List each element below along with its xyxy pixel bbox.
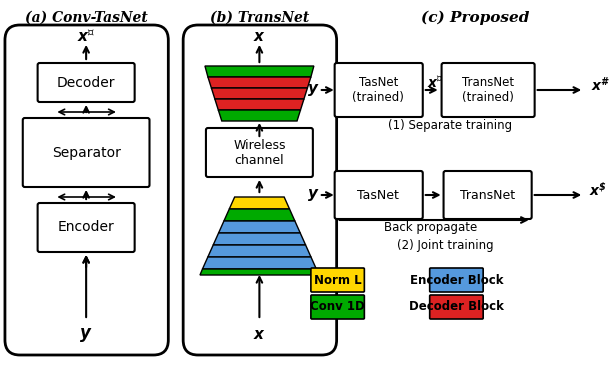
Text: (1) Separate training: (1) Separate training xyxy=(389,118,513,131)
FancyBboxPatch shape xyxy=(206,128,313,177)
Text: Decoder: Decoder xyxy=(57,76,115,90)
Text: Encoder Block: Encoder Block xyxy=(410,273,503,286)
Text: $\bfit{x}^{\#}$: $\bfit{x}^{\#}$ xyxy=(591,76,610,94)
Text: (c) Proposed: (c) Proposed xyxy=(421,11,529,25)
FancyBboxPatch shape xyxy=(37,203,134,252)
Text: (2) Joint training: (2) Joint training xyxy=(397,239,494,252)
Polygon shape xyxy=(208,245,311,257)
Polygon shape xyxy=(215,99,304,110)
Text: TransNet
(trained): TransNet (trained) xyxy=(462,76,514,104)
Text: TransNet: TransNet xyxy=(459,188,515,202)
Text: Separator: Separator xyxy=(52,146,120,160)
Text: TasNet: TasNet xyxy=(357,188,399,202)
Text: $\bfit{x}^{\prime}$: $\bfit{x}^{\prime}$ xyxy=(77,29,95,45)
Polygon shape xyxy=(213,233,306,245)
Polygon shape xyxy=(219,110,300,121)
FancyBboxPatch shape xyxy=(430,268,483,292)
Text: $\bfit{y}$: $\bfit{y}$ xyxy=(306,82,319,98)
FancyBboxPatch shape xyxy=(430,295,483,319)
FancyBboxPatch shape xyxy=(23,118,149,187)
Text: $\bfit{x}^{\prime}$: $\bfit{x}^{\prime}$ xyxy=(427,75,444,91)
Polygon shape xyxy=(229,197,290,209)
FancyBboxPatch shape xyxy=(443,171,532,219)
FancyBboxPatch shape xyxy=(335,63,423,117)
Text: Back propagate: Back propagate xyxy=(384,221,477,233)
FancyBboxPatch shape xyxy=(311,295,364,319)
Text: $\bfit{x}^{\$}$: $\bfit{x}^{\$}$ xyxy=(589,181,607,199)
FancyBboxPatch shape xyxy=(441,63,535,117)
Polygon shape xyxy=(205,66,314,77)
Text: $\bfit{y}$: $\bfit{y}$ xyxy=(79,326,93,344)
Text: $\bfit{x}$: $\bfit{x}$ xyxy=(253,328,266,342)
Text: Wireless
channel: Wireless channel xyxy=(233,139,286,167)
Text: Conv 1D: Conv 1D xyxy=(310,300,365,313)
Text: $\bfit{y}$: $\bfit{y}$ xyxy=(306,187,319,203)
FancyBboxPatch shape xyxy=(311,268,364,292)
Text: Decoder Block: Decoder Block xyxy=(409,300,504,313)
FancyBboxPatch shape xyxy=(5,25,168,355)
Polygon shape xyxy=(211,88,308,99)
Text: (b) TransNet: (b) TransNet xyxy=(210,11,309,25)
FancyBboxPatch shape xyxy=(37,63,134,102)
FancyBboxPatch shape xyxy=(335,171,423,219)
Text: Norm L: Norm L xyxy=(314,273,362,286)
Polygon shape xyxy=(224,209,295,221)
Text: TasNet
(trained): TasNet (trained) xyxy=(352,76,404,104)
Polygon shape xyxy=(200,269,319,275)
Text: (a) Conv-TasNet: (a) Conv-TasNet xyxy=(25,11,147,25)
Polygon shape xyxy=(203,257,316,269)
FancyBboxPatch shape xyxy=(183,25,336,355)
Text: Encoder: Encoder xyxy=(58,220,115,234)
Polygon shape xyxy=(219,221,300,233)
Polygon shape xyxy=(208,77,311,88)
Text: $\bfit{x}$: $\bfit{x}$ xyxy=(253,30,266,44)
